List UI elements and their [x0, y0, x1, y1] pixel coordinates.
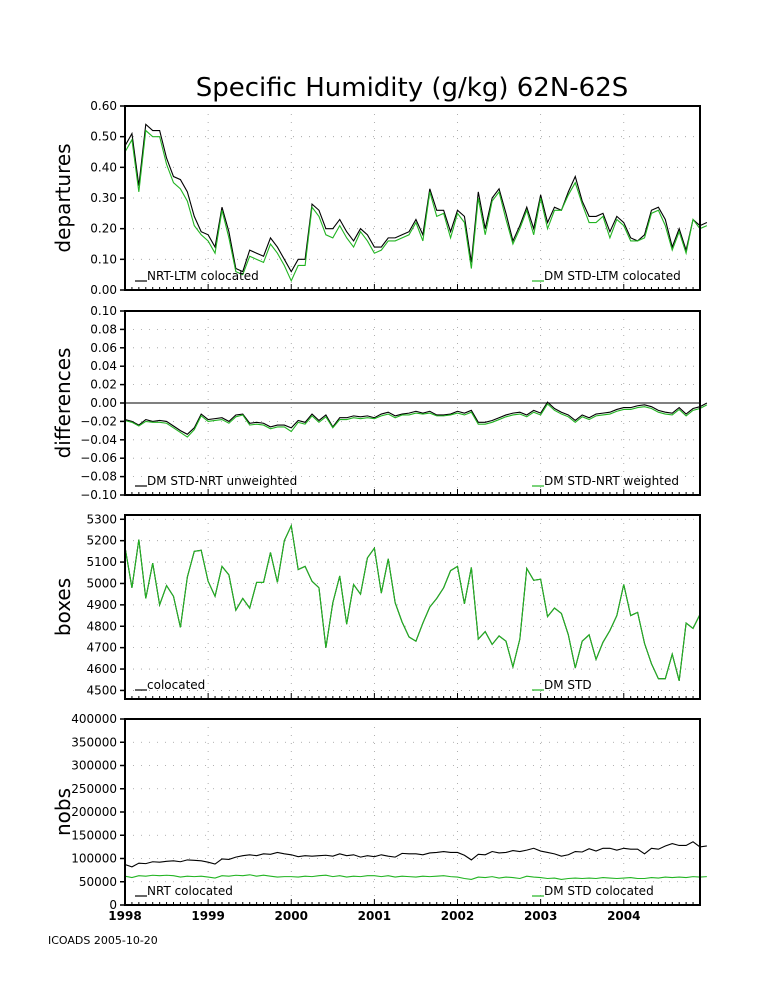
y-tick-label: 0.20	[90, 222, 117, 236]
legend-label: NRT-LTM colocated	[147, 269, 259, 283]
y-tick-label: 5000	[86, 576, 117, 590]
y-tick-label: 5100	[86, 555, 117, 569]
panel-departures: 0.00 0.10 0.20 0.30 0.40 0.50 0.60 departures NR…	[51, 99, 708, 297]
y-tick-label: 0.08	[90, 322, 117, 336]
footer-credit: ICOADS 2005-10-20	[48, 934, 158, 947]
y-tick-label: −0.04	[80, 433, 117, 447]
y-tick-label: −0.02	[80, 414, 117, 428]
y-tick-label: 0.02	[90, 378, 117, 392]
y-tick-label: 5300	[86, 512, 117, 526]
legend-label: DM STD colocated	[544, 884, 654, 898]
y-tick-label: 350000	[71, 735, 117, 749]
series-line-colocated	[124, 523, 701, 681]
y-tick-label: 100000	[71, 852, 117, 866]
y-axis-label: nobs	[51, 788, 75, 836]
chart-title: Specific Humidity (g/kg) 62N-62S	[196, 73, 629, 103]
y-tick-label: 0.50	[90, 130, 117, 144]
series-line-dm-std-nrt-unweighted	[124, 401, 708, 435]
panel-boxes: 5300 5200 5100 5000 4900 4800 4700 4600 4500 boxe…	[51, 512, 701, 700]
y-axis-label: departures	[51, 143, 75, 252]
legend-label: colocated	[147, 678, 205, 692]
y-tick-label: 200000	[71, 805, 117, 819]
legend-label: DM STD-NRT weighted	[544, 474, 679, 488]
x-tick-label: 1999	[191, 909, 224, 923]
series-line-dm-std-colocated	[124, 874, 707, 880]
legend-label: DM STD	[544, 678, 592, 692]
y-tick-label: 150000	[71, 828, 117, 842]
y-tick-label: 5200	[86, 534, 117, 548]
y-tick-label: −0.06	[80, 451, 117, 465]
x-tick-label: 2003	[524, 909, 557, 923]
y-tick-label: 4900	[86, 598, 117, 612]
x-tick-label: 2002	[441, 909, 474, 923]
y-tick-label: 4700	[86, 641, 117, 655]
x-tick-label: 1998	[108, 909, 141, 923]
y-tick-label: 0.10	[90, 304, 117, 318]
y-tick-label: −0.10	[80, 488, 117, 502]
y-tick-label: 250000	[71, 782, 117, 796]
series-line-nrt-ltm-colocated	[124, 123, 708, 273]
y-tick-label: 0.30	[90, 191, 117, 205]
y-tick-label: 0.00	[90, 396, 117, 410]
legend-label: NRT colocated	[147, 884, 233, 898]
y-tick-label: 50000	[79, 875, 117, 889]
plot-frame	[124, 514, 701, 700]
y-tick-label: 0.04	[90, 359, 117, 373]
series-line-dm-std-nrt-weighted	[124, 403, 708, 438]
y-tick-label: 0.10	[90, 252, 117, 266]
y-tick-label: 0.60	[90, 99, 117, 113]
y-tick-label: 0	[109, 898, 117, 912]
y-tick-label: −0.08	[80, 470, 117, 484]
y-axis-label: differences	[51, 348, 75, 459]
x-tick-label: 2004	[607, 909, 640, 923]
y-tick-label: 400000	[71, 712, 117, 726]
x-tick-label: 2001	[358, 909, 391, 923]
y-tick-label: 300000	[71, 759, 117, 773]
legend-label: DM STD-LTM colocated	[544, 269, 681, 283]
y-tick-label: 0.06	[90, 341, 117, 355]
y-tick-label: 4800	[86, 619, 117, 633]
y-tick-label: 0.00	[90, 283, 117, 297]
panel-differences: 0.10 0.08 0.06 0.04 0.02 0.00 −0.02 −0.04 −0.06 −…	[51, 304, 708, 502]
series-line-dm-std-ltm-colocated	[124, 129, 708, 283]
series-line-dm-std	[124, 523, 701, 681]
y-tick-label: 0.40	[90, 160, 117, 174]
legend-label: DM STD-NRT unweighted	[147, 474, 297, 488]
y-axis-label: boxes	[51, 578, 75, 636]
series-line-nrt-colocated	[124, 841, 707, 868]
chart-panels: 0.00 0.10 0.20 0.30 0.40 0.50 0.60 departures NR…	[51, 99, 708, 923]
panel-nobs: 400000 350000 300000 250000 200000 150000 1000…	[51, 712, 707, 912]
y-tick-label: 4500	[86, 683, 117, 697]
y-tick-label: 4600	[86, 662, 117, 676]
x-tick-label: 2000	[275, 909, 308, 923]
